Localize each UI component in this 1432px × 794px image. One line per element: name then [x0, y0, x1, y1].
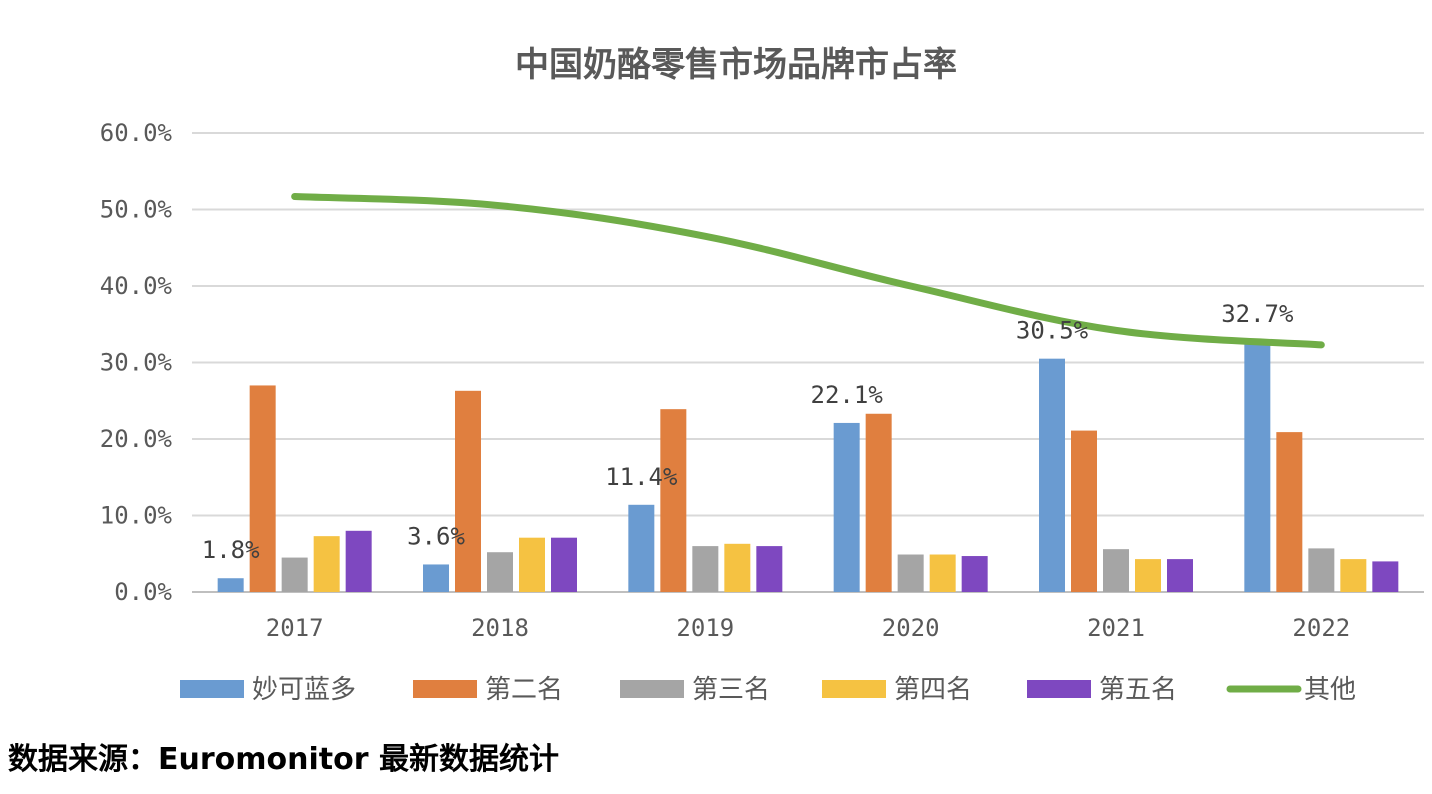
legend-label: 第五名 — [1099, 675, 1177, 705]
y-tick-label: 30.0% — [100, 349, 173, 377]
bar-第三名-2018 — [487, 552, 513, 592]
bar-第五名-2018 — [551, 537, 577, 592]
legend-label: 第四名 — [894, 675, 972, 705]
legend-swatch-第四名 — [822, 680, 886, 698]
data-label: 30.5% — [1016, 317, 1089, 345]
bars — [217, 341, 1399, 592]
y-tick-label: 0.0% — [114, 578, 172, 606]
x-tick-label: 2022 — [1292, 614, 1350, 642]
bar-第五名-2019 — [756, 546, 783, 592]
bar-妙可蓝多-2018 — [423, 564, 449, 592]
bar-第三名-2022 — [1308, 548, 1335, 592]
data-label: 32.7% — [1221, 300, 1294, 328]
bar-第二名-2018 — [455, 390, 481, 592]
bar-第四名-2019 — [724, 543, 751, 592]
bar-第五名-2022 — [1372, 561, 1399, 592]
bar-第三名-2017 — [281, 557, 308, 592]
bar-第五名-2021 — [1167, 559, 1193, 592]
bar-第三名-2020 — [897, 554, 924, 592]
bar-第四名-2021 — [1135, 559, 1161, 592]
legend-swatch-第三名 — [620, 680, 684, 698]
legend-label: 第三名 — [692, 675, 770, 705]
bar-第五名-2020 — [961, 556, 988, 592]
x-tick-label: 2017 — [266, 614, 324, 642]
legend-label: 第二名 — [485, 675, 563, 705]
x-tick-label: 2021 — [1087, 614, 1145, 642]
x-tick-label: 2018 — [471, 614, 529, 642]
legend-swatch-妙可蓝多 — [180, 680, 244, 698]
y-tick-label: 20.0% — [100, 425, 173, 453]
bar-妙可蓝多-2019 — [628, 504, 655, 592]
x-tick-label: 2019 — [676, 614, 734, 642]
bar-第四名-2017 — [313, 536, 340, 592]
legend-label: 妙可蓝多 — [252, 675, 356, 705]
bar-第二名-2022 — [1276, 432, 1303, 592]
bar-妙可蓝多-2021 — [1039, 358, 1065, 592]
data-label: 11.4% — [605, 463, 678, 491]
others-line — [291, 192, 1325, 349]
x-axis-ticks: 2017 2018 2019 2020 2021 2022 — [266, 614, 1350, 642]
legend-swatch-第二名 — [413, 680, 477, 698]
data-label: 22.1% — [811, 381, 884, 409]
bar-第三名-2019 — [692, 546, 719, 592]
bar-第五名-2017 — [345, 530, 372, 592]
legend: 妙可蓝多 第二名 第三名 第四名 第五名 其他 — [180, 675, 1356, 705]
bar-妙可蓝多-2017 — [217, 578, 244, 592]
bar-妙可蓝多-2020 — [833, 422, 860, 592]
bar-第二名-2017 — [249, 385, 276, 592]
gridlines — [192, 132, 1424, 593]
y-tick-label: 60.0% — [100, 119, 173, 147]
data-labels: 1.8% 3.6% 11.4% 22.1% 30.5% 32.7% — [202, 300, 1294, 564]
data-label: 1.8% — [202, 536, 260, 564]
data-label: 3.6% — [407, 522, 465, 550]
y-axis-ticks: 0.0% 10.0% 20.0% 30.0% 40.0% 50.0% 60.0% — [100, 119, 173, 606]
chart: 中国奶酪零售市场品牌市占率 0.0% 10.0% 20.0% 30.0% 40.0% 50… — [100, 45, 1424, 705]
source-note: 数据来源：Euromonitor 最新数据统计 — [8, 742, 559, 777]
x-tick-label: 2020 — [882, 614, 940, 642]
bar-第四名-2018 — [519, 537, 545, 592]
bar-第二名-2020 — [865, 413, 892, 592]
bar-妙可蓝多-2022 — [1244, 341, 1271, 592]
legend-swatch-第五名 — [1027, 680, 1091, 698]
y-tick-label: 10.0% — [100, 502, 173, 530]
bar-第三名-2021 — [1103, 549, 1129, 592]
legend-label: 其他 — [1304, 675, 1356, 705]
bar-第二名-2021 — [1071, 430, 1097, 592]
line-其他 — [291, 192, 1325, 349]
y-tick-label: 40.0% — [100, 272, 173, 300]
bar-第二名-2019 — [660, 409, 687, 592]
bar-第四名-2022 — [1340, 559, 1367, 592]
y-tick-label: 50.0% — [100, 196, 173, 224]
bar-第四名-2020 — [929, 554, 956, 592]
chart-title: 中国奶酪零售市场品牌市占率 — [515, 45, 957, 85]
